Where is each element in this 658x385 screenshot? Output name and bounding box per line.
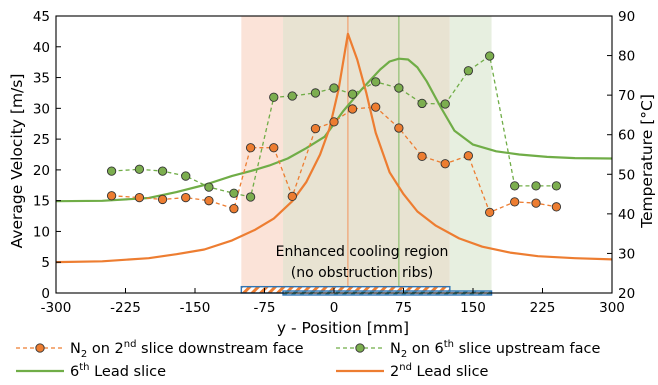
series-1-point xyxy=(510,197,520,207)
legend-item-1: N2 on 2nd slice downstream face xyxy=(16,339,304,360)
series-line-3 xyxy=(55,57,613,203)
y-left-tick-label: 45 xyxy=(33,9,50,25)
series-line-2 xyxy=(111,54,557,198)
series-2-point xyxy=(485,51,495,61)
series-2-point xyxy=(287,91,297,101)
x-tick-label: 300 xyxy=(599,300,625,316)
annotation-line-1: Enhanced cooling region xyxy=(276,244,449,260)
series-layer xyxy=(55,32,613,264)
series-2-point xyxy=(157,166,168,176)
x-tick-label: -150 xyxy=(180,300,211,316)
legend-swatch-marker xyxy=(35,343,45,353)
y-right-tick-label: 20 xyxy=(618,286,635,302)
y-right-tick-label: 90 xyxy=(618,9,635,25)
y-right-tick-label: 30 xyxy=(618,246,635,262)
series-2-point xyxy=(531,181,541,191)
y-left-tick-label: 5 xyxy=(41,255,50,271)
y-left-tick-label: 20 xyxy=(33,163,50,179)
series-1-point xyxy=(463,151,474,161)
y-left-tick-label: 25 xyxy=(33,132,50,148)
series-1-point xyxy=(106,191,117,201)
legend-swatch-marker xyxy=(355,343,365,353)
axes xyxy=(55,15,613,294)
series-2-point xyxy=(310,88,321,98)
y-right-tick-label: 70 xyxy=(618,88,635,104)
series-2-point xyxy=(181,171,191,181)
legend-label: 2nd Lead slice xyxy=(390,362,489,380)
series-1-point xyxy=(134,192,145,203)
region-annotation: Enhanced cooling region (no obstruction … xyxy=(276,244,449,281)
legend-label: N2 on 2nd slice downstream face xyxy=(70,339,304,360)
legend-item-4: 2nd Lead slice xyxy=(336,362,489,380)
series-2-point xyxy=(245,192,256,202)
series-2-point xyxy=(134,164,145,174)
x-tick-label: 225 xyxy=(530,300,556,316)
x-axis-label: y - Position [mm] xyxy=(277,319,409,337)
series-2-point xyxy=(463,66,474,76)
series-1-point xyxy=(329,117,339,127)
series-2-point xyxy=(440,99,450,109)
series-1-point xyxy=(551,202,562,212)
x-tick-label: 0 xyxy=(330,300,339,316)
y-left-tick-label: 0 xyxy=(41,286,50,302)
vertical-markers xyxy=(347,16,400,293)
series-2-point xyxy=(417,98,427,109)
y-right-tick-label: 80 xyxy=(618,49,635,65)
legend: N2 on 2nd slice downstream face N2 on 6th… xyxy=(16,339,601,380)
x-tick-label: 150 xyxy=(460,300,486,316)
series-1-point xyxy=(347,104,358,114)
series-1-point xyxy=(485,207,495,218)
series-1-point xyxy=(371,102,381,112)
legend-item-3: 6th Lead slice xyxy=(16,362,166,380)
y-left-tick-label: 15 xyxy=(33,194,50,210)
y-right-tick-label: 60 xyxy=(618,128,635,144)
x-tick-label: -225 xyxy=(110,300,141,316)
series-2-point xyxy=(510,181,520,191)
series-2-point xyxy=(106,166,117,176)
series-1-point xyxy=(394,123,404,133)
y-left-axis-label: Average Velocity [m/s] xyxy=(8,74,26,249)
y-left-tick-label: 30 xyxy=(33,101,50,117)
y-left-tick-label: 10 xyxy=(33,224,50,240)
series-2-point xyxy=(347,89,358,99)
y-left-tick-label: 35 xyxy=(33,71,50,87)
series-1-point xyxy=(269,143,279,153)
series-1-point xyxy=(229,204,239,214)
tick-labels: -300 -225 -150 -75 0 75 150 225 300 0 5 10 15 20 25 30 3… xyxy=(33,9,635,316)
y-right-tick-label: 40 xyxy=(618,207,635,223)
series-1-point xyxy=(245,143,256,153)
legend-label: 6th Lead slice xyxy=(70,362,166,380)
series-2-point xyxy=(329,83,339,93)
x-tick-label: -300 xyxy=(41,300,72,316)
series-2-point xyxy=(394,83,404,93)
series-1-point xyxy=(310,123,321,134)
series-2-point xyxy=(229,188,239,198)
series-1-point xyxy=(204,196,214,206)
y-left-tick-label: 40 xyxy=(33,40,50,56)
series-2-point xyxy=(269,92,279,102)
series-2-point xyxy=(204,182,214,192)
series-1-point xyxy=(181,192,191,203)
series-line-4 xyxy=(55,32,613,264)
x-tick-label: -75 xyxy=(253,300,275,316)
series-1-point xyxy=(417,151,427,161)
y-right-tick-label: 50 xyxy=(618,167,635,183)
series-1-point xyxy=(440,159,450,169)
series-1-point xyxy=(531,198,541,208)
annotation-line-2: (no obstruction ribs) xyxy=(291,265,433,281)
series-1-point xyxy=(287,191,297,202)
x-tick-label: 75 xyxy=(395,300,412,316)
legend-item-2: N2 on 6th slice upstream face xyxy=(336,339,601,360)
series-2-point xyxy=(551,181,562,191)
series-1-point xyxy=(157,194,168,205)
y-right-axis-label: Temperature [°C] xyxy=(638,94,656,229)
legend-label: N2 on 6th slice upstream face xyxy=(390,339,601,360)
series-2-point xyxy=(371,77,381,87)
